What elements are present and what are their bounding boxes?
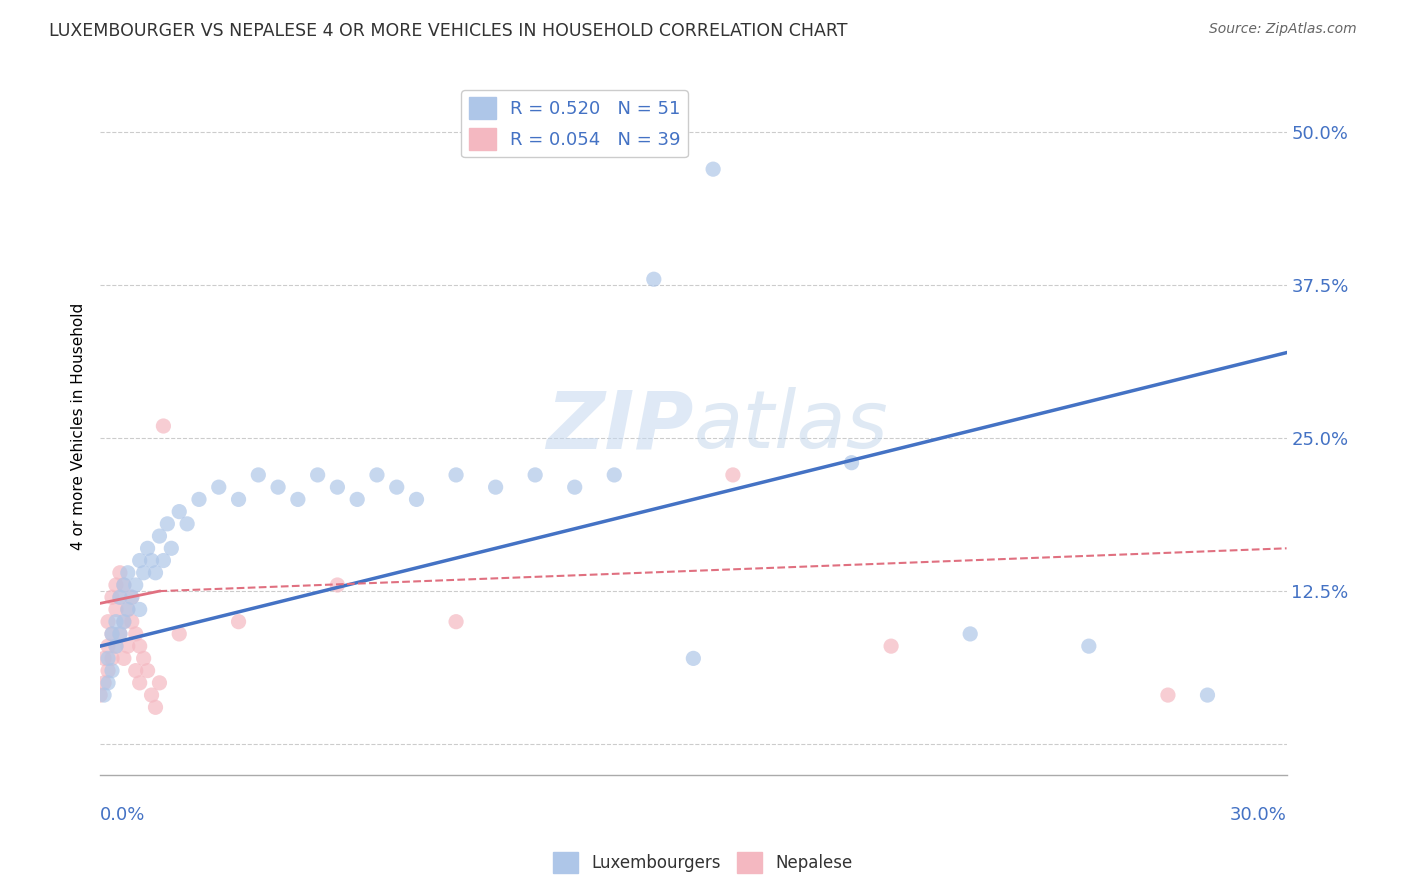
- Point: [148, 676, 170, 690]
- Point: [108, 627, 131, 641]
- Point: [326, 480, 349, 494]
- Point: [125, 578, 148, 592]
- Point: [128, 639, 150, 653]
- Point: [152, 419, 174, 434]
- Text: ZIP: ZIP: [546, 387, 693, 465]
- Point: [136, 664, 159, 678]
- Point: [108, 591, 131, 605]
- Point: [97, 651, 120, 665]
- Point: [89, 688, 111, 702]
- Point: [167, 505, 190, 519]
- Point: [326, 578, 349, 592]
- Point: [484, 480, 506, 494]
- Point: [121, 591, 143, 605]
- Point: [1077, 639, 1099, 653]
- Point: [121, 591, 143, 605]
- Point: [603, 467, 626, 482]
- Text: 30.0%: 30.0%: [1230, 806, 1286, 824]
- Point: [93, 651, 115, 665]
- Point: [385, 480, 408, 494]
- Point: [97, 615, 120, 629]
- Point: [104, 602, 127, 616]
- Point: [112, 578, 135, 592]
- Point: [101, 591, 124, 605]
- Point: [307, 467, 329, 482]
- Point: [152, 553, 174, 567]
- Point: [117, 639, 139, 653]
- Point: [145, 566, 167, 580]
- Point: [148, 529, 170, 543]
- Point: [1197, 688, 1219, 702]
- Point: [128, 676, 150, 690]
- Point: [228, 615, 250, 629]
- Point: [444, 615, 467, 629]
- Point: [108, 627, 131, 641]
- Point: [160, 541, 183, 556]
- Point: [682, 651, 704, 665]
- Point: [208, 480, 231, 494]
- Point: [880, 639, 903, 653]
- Point: [101, 664, 124, 678]
- Point: [141, 553, 163, 567]
- Point: [112, 615, 135, 629]
- Point: [959, 627, 981, 641]
- Point: [101, 651, 124, 665]
- Point: [267, 480, 290, 494]
- Point: [104, 639, 127, 653]
- Point: [104, 615, 127, 629]
- Point: [721, 467, 744, 482]
- Point: [176, 516, 198, 531]
- Point: [108, 591, 131, 605]
- Text: 0.0%: 0.0%: [100, 806, 145, 824]
- Point: [104, 639, 127, 653]
- Point: [167, 627, 190, 641]
- Point: [121, 615, 143, 629]
- Point: [117, 602, 139, 616]
- Point: [101, 627, 124, 641]
- Point: [156, 516, 179, 531]
- Point: [132, 566, 155, 580]
- Point: [101, 627, 124, 641]
- Point: [702, 162, 724, 177]
- Point: [97, 664, 120, 678]
- Point: [136, 541, 159, 556]
- Point: [643, 272, 665, 286]
- Y-axis label: 4 or more Vehicles in Household: 4 or more Vehicles in Household: [72, 302, 86, 549]
- Point: [524, 467, 547, 482]
- Point: [112, 651, 135, 665]
- Point: [117, 602, 139, 616]
- Point: [93, 688, 115, 702]
- Point: [1157, 688, 1180, 702]
- Point: [132, 651, 155, 665]
- Point: [346, 492, 368, 507]
- Point: [108, 566, 131, 580]
- Point: [112, 578, 135, 592]
- Point: [366, 467, 388, 482]
- Point: [247, 467, 270, 482]
- Point: [405, 492, 427, 507]
- Point: [841, 456, 863, 470]
- Point: [97, 639, 120, 653]
- Point: [112, 615, 135, 629]
- Point: [125, 627, 148, 641]
- Text: Source: ZipAtlas.com: Source: ZipAtlas.com: [1209, 22, 1357, 37]
- Point: [128, 553, 150, 567]
- Point: [141, 688, 163, 702]
- Point: [104, 578, 127, 592]
- Text: LUXEMBOURGER VS NEPALESE 4 OR MORE VEHICLES IN HOUSEHOLD CORRELATION CHART: LUXEMBOURGER VS NEPALESE 4 OR MORE VEHIC…: [49, 22, 848, 40]
- Point: [444, 467, 467, 482]
- Point: [97, 676, 120, 690]
- Point: [188, 492, 211, 507]
- Text: atlas: atlas: [693, 387, 889, 465]
- Point: [93, 676, 115, 690]
- Point: [145, 700, 167, 714]
- Point: [287, 492, 309, 507]
- Legend: Luxembourgers, Nepalese: Luxembourgers, Nepalese: [547, 846, 859, 880]
- Point: [128, 602, 150, 616]
- Point: [564, 480, 586, 494]
- Point: [117, 566, 139, 580]
- Point: [228, 492, 250, 507]
- Point: [125, 664, 148, 678]
- Legend: R = 0.520   N = 51, R = 0.054   N = 39: R = 0.520 N = 51, R = 0.054 N = 39: [461, 90, 688, 158]
